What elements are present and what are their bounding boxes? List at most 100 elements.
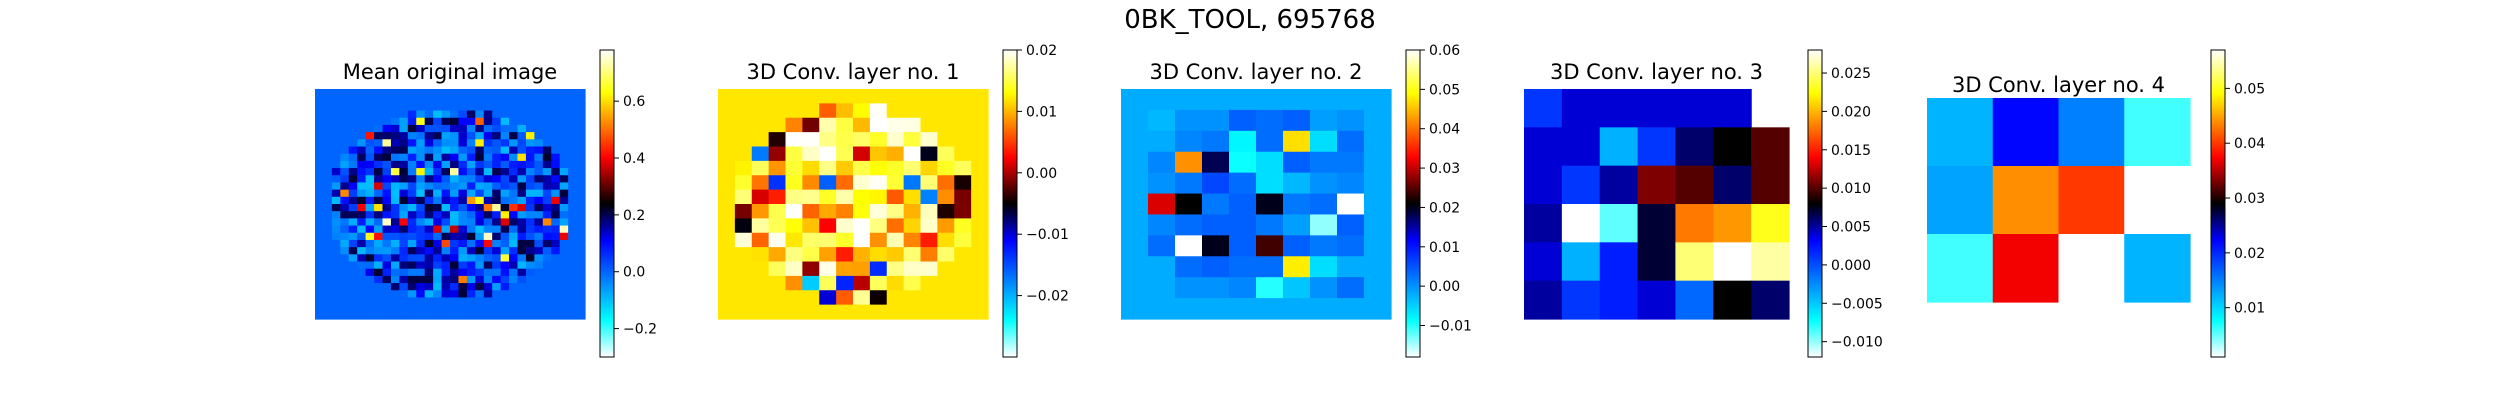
- heatmap-cell: [458, 261, 468, 270]
- heatmap-cell: [374, 160, 384, 169]
- heatmap-cell: [365, 132, 375, 140]
- heatmap-cell: [517, 196, 527, 205]
- heatmap-cell: [323, 110, 333, 119]
- heatmap-cell: [836, 290, 854, 306]
- panel-title: 3D Conv. layer no. 3: [1550, 60, 1763, 84]
- heatmap-cell: [357, 311, 367, 320]
- heatmap-cell: [576, 132, 586, 140]
- heatmap-cell: [357, 110, 367, 119]
- heatmap-cell: [340, 275, 350, 284]
- heatmap-cell: [390, 297, 400, 306]
- heatmap-cell: [424, 117, 434, 126]
- heatmap-cell: [416, 160, 426, 169]
- heatmap-cell: [568, 110, 578, 119]
- heatmap-cell: [542, 204, 552, 212]
- heatmap-cell: [492, 261, 502, 270]
- heatmap-cell: [886, 89, 905, 104]
- heatmap-cell: [500, 311, 510, 320]
- heatmap-cell: [331, 168, 341, 176]
- heatmap-cell: [568, 239, 578, 248]
- heatmap-cell: [954, 146, 972, 162]
- heatmap-cell: [374, 275, 384, 284]
- heatmap-cell: [517, 254, 527, 263]
- heatmap-cell: [542, 89, 552, 97]
- heatmap-cell: [450, 124, 460, 133]
- heatmap-cell: [1599, 165, 1639, 205]
- heatmap-cell: [542, 117, 552, 126]
- heatmap-cell: [500, 139, 510, 148]
- heatmap-cell: [416, 254, 426, 263]
- heatmap-cell: [416, 311, 426, 320]
- heatmap-cell: [1283, 256, 1311, 278]
- heatmap-cell: [886, 218, 905, 234]
- heatmap-cell: [920, 275, 938, 291]
- heatmap-cell: [517, 96, 527, 104]
- heatmap-cell: [315, 89, 325, 97]
- heatmap-cell: [1148, 256, 1176, 278]
- heatmap-cell: [903, 232, 922, 248]
- heatmap-cell: [390, 153, 400, 162]
- heatmap-cell: [450, 211, 460, 219]
- heatmap-cell: [475, 139, 485, 148]
- heatmap-cell: [331, 182, 341, 191]
- colorbar-tick-label: 0.01: [1429, 240, 1460, 256]
- heatmap-cell: [1121, 193, 1149, 216]
- heatmap-cell: [374, 132, 384, 140]
- heatmap-cell: [1229, 172, 1257, 195]
- heatmap-cell: [576, 304, 586, 313]
- heatmap-cell: [1175, 130, 1203, 153]
- heatmap-cell: [869, 290, 888, 306]
- heatmap-cell: [836, 160, 854, 176]
- heatmap-cell: [534, 304, 544, 313]
- heatmap-cell: [433, 196, 443, 205]
- heatmap-cell: [500, 160, 510, 169]
- heatmap-cell: [937, 261, 955, 277]
- heatmap-cell: [441, 261, 451, 270]
- heatmap-cell: [1229, 214, 1257, 236]
- heatmap-cell: [1927, 234, 1994, 303]
- heatmap-cell: [374, 211, 384, 219]
- heatmap-cell: [466, 160, 476, 169]
- heatmap-cell: [492, 297, 502, 306]
- heatmap-cell: [466, 283, 476, 291]
- heatmap-cell: [458, 139, 468, 148]
- heatmap-cell: [1561, 165, 1601, 205]
- heatmap-cell: [1256, 151, 1284, 174]
- heatmap-cell: [1675, 127, 1714, 167]
- heatmap-cell: [441, 182, 451, 191]
- heatmap-cell: [559, 204, 569, 212]
- heatmap-cell: [534, 96, 544, 104]
- heatmap-cell: [390, 124, 400, 133]
- heatmap-cell: [492, 189, 502, 198]
- heatmap-cell: [2058, 166, 2125, 235]
- figure-title: 0BK_TOOL, 695768: [1124, 5, 1376, 35]
- heatmap-cell: [517, 132, 527, 140]
- colorbar-tick-label: 0.04: [1429, 122, 1460, 138]
- heatmap-cell: [348, 89, 358, 97]
- heatmap-cell: [509, 283, 519, 291]
- heatmap-cell: [559, 153, 569, 162]
- heatmap-cell: [458, 204, 468, 212]
- heatmap-cell: [357, 96, 367, 104]
- heatmap-cell: [517, 247, 527, 255]
- heatmap-cell: [348, 204, 358, 212]
- heatmap-cell: [450, 225, 460, 234]
- heatmap-cell: [365, 196, 375, 205]
- heatmap-cell: [441, 110, 451, 119]
- heatmap-cell: [819, 204, 837, 219]
- heatmap-cell: [954, 275, 972, 291]
- heatmap-cell: [517, 189, 527, 198]
- heatmap-cell: [559, 89, 569, 97]
- heatmap-cell: [450, 218, 460, 227]
- heatmap-cell: [559, 290, 569, 299]
- heatmap-cell: [416, 175, 426, 184]
- heatmap-cell: [492, 196, 502, 205]
- heatmap-cell: [2124, 166, 2191, 235]
- heatmap-cell: [734, 290, 753, 306]
- heatmap-cell: [340, 117, 350, 126]
- heatmap-cell: [331, 261, 341, 270]
- heatmap-cell: [576, 117, 586, 126]
- heatmap-cell: [365, 225, 375, 234]
- heatmap-cell: [559, 110, 569, 119]
- heatmap-cell: [424, 304, 434, 313]
